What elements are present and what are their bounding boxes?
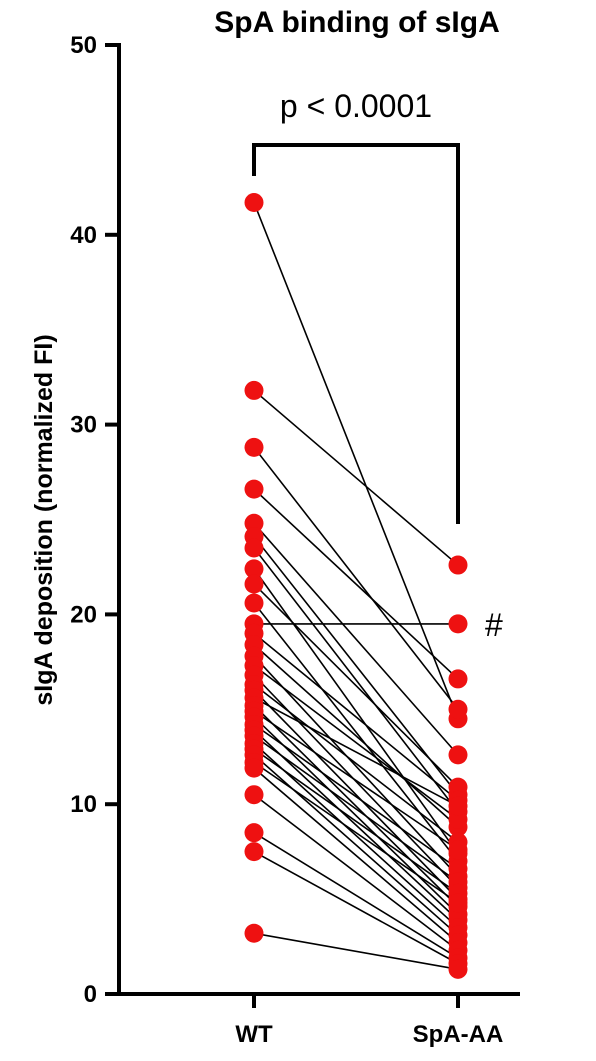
points — [244, 193, 468, 979]
pair-line — [253, 202, 459, 720]
pair-line — [253, 583, 459, 788]
y-axis-label: sIgA deposition (normalized FI) — [30, 334, 58, 705]
pair-line — [253, 729, 459, 921]
wt-point — [244, 559, 264, 579]
wt-point — [244, 380, 264, 400]
pair-line — [253, 794, 459, 951]
pair-line — [253, 697, 459, 807]
spa-aa-point — [448, 893, 468, 913]
y-tick-label: 50 — [70, 32, 97, 59]
spa-aa-point — [448, 796, 468, 816]
spa-aa-point — [448, 669, 468, 689]
spa-aa-point — [448, 859, 468, 879]
pair-line — [253, 850, 459, 965]
spa-aa-point — [448, 840, 468, 860]
x-tick-label: WT — [235, 1021, 273, 1048]
pair-line — [253, 488, 459, 680]
wt-point — [244, 574, 264, 594]
spa-aa-point — [448, 745, 468, 765]
wt-point — [244, 823, 264, 843]
pair-line — [253, 665, 459, 821]
pair-line — [253, 761, 459, 904]
chart-title: SpA binding of sIgA — [214, 6, 500, 39]
pair-line — [253, 831, 459, 959]
wt-point — [244, 538, 264, 558]
annotations: p < 0.0001 # — [252, 88, 503, 643]
pair-line — [253, 547, 459, 813]
spa-aa-point — [448, 777, 468, 797]
wt-point — [244, 785, 264, 805]
x-tick-label: SpA-AA — [413, 1021, 504, 1048]
spa-aa-point — [448, 614, 468, 634]
pair-line — [253, 602, 459, 862]
pair-lines — [253, 202, 459, 971]
spa-aa-point — [448, 809, 468, 829]
pair-line — [253, 735, 459, 883]
wt-point — [244, 193, 264, 213]
pair-line — [253, 644, 459, 828]
p-value-label: p < 0.0001 — [280, 88, 432, 124]
wt-point — [244, 593, 264, 613]
pair-line — [253, 748, 459, 895]
pair-line — [253, 446, 459, 710]
axes: 0 10 20 30 40 50 WT SpA-AA — [70, 32, 520, 1048]
pair-line — [253, 632, 459, 802]
spa-aa-point — [448, 959, 468, 979]
y-tick-label: 20 — [70, 601, 97, 628]
pair-line — [253, 568, 459, 855]
wt-point — [244, 842, 264, 862]
y-tick-label: 0 — [84, 981, 97, 1008]
y-tick-label: 30 — [70, 412, 97, 439]
hash-marker-label: # — [485, 607, 503, 643]
pair-line — [253, 522, 459, 756]
significance-bracket — [252, 143, 460, 524]
spa-aa-point — [448, 555, 468, 575]
wt-point — [244, 513, 264, 533]
pair-line — [253, 767, 459, 944]
pair-line — [253, 716, 459, 915]
y-tick-label: 40 — [70, 222, 97, 249]
y-axis-label-group: sIgA deposition (normalized FI) — [30, 334, 58, 705]
pair-line — [253, 683, 459, 843]
pair-line — [253, 389, 459, 566]
pair-line — [253, 536, 459, 796]
pair-line — [253, 932, 459, 971]
wt-point — [244, 437, 264, 457]
pair-line — [253, 710, 459, 851]
wt-point — [244, 923, 264, 943]
pair-line — [253, 704, 459, 908]
pair-line — [253, 723, 459, 870]
y-tick-label: 10 — [70, 791, 97, 818]
pair-line — [253, 689, 459, 900]
wt-point — [244, 479, 264, 499]
pair-line — [253, 655, 459, 877]
spa-aa-point — [448, 699, 468, 719]
wt-point — [244, 758, 264, 778]
